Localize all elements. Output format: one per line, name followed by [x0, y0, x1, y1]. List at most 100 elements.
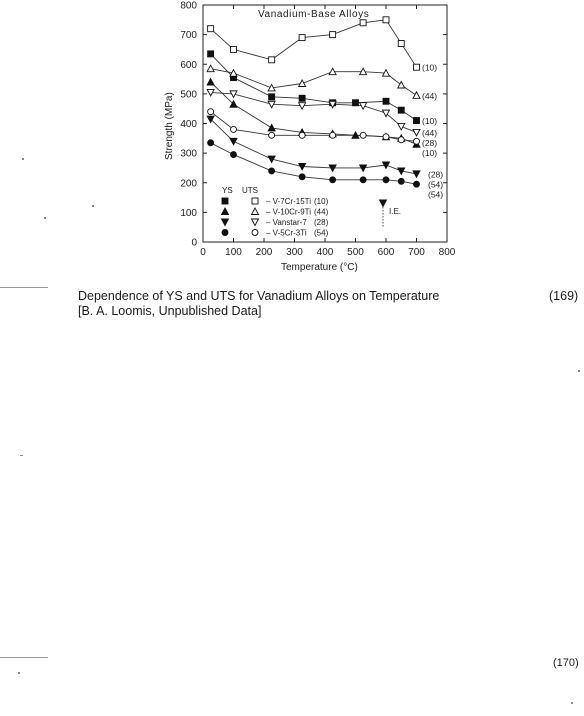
- triangle-up-open-marker: [229, 68, 238, 77]
- square-filled-marker: [397, 106, 405, 114]
- y-tick-label: 400: [180, 119, 197, 130]
- triangle-up-open-marker: [358, 67, 368, 76]
- scan-speck: [20, 455, 23, 456]
- series-end-label: (54): [428, 190, 443, 200]
- circle-open-marker: [230, 125, 237, 133]
- circle-filled-marker: [268, 167, 276, 175]
- square-open-marker: [268, 56, 276, 64]
- legend-label: – V-5Cr-3Ti: [266, 229, 307, 238]
- legend-label: – V-7Cr-15Ti: [266, 197, 311, 206]
- square-filled-marker: [298, 94, 306, 102]
- triangle-down-open-marker: [267, 100, 276, 109]
- square-filled-marker: [413, 117, 420, 124]
- triangle-down-open-marker: [358, 102, 368, 111]
- triangle-down-open-marker: [250, 218, 260, 227]
- series-end-label: (10): [422, 148, 437, 158]
- triangle-up-filled-marker: [206, 77, 215, 86]
- legend-ref: (28): [314, 218, 329, 227]
- square-open-marker: [298, 34, 306, 42]
- legend-header-uts: UTS: [242, 186, 258, 195]
- scan-speck: [578, 370, 580, 372]
- triangle-up-open-marker: [297, 79, 307, 87]
- y-tick-label: 700: [180, 30, 197, 41]
- circle-open-marker: [413, 137, 420, 145]
- series-end-label: (28): [428, 169, 443, 179]
- chart-legend: YS UTS – V-7Cr-15Ti (10)– V-10Cr-9Ti (44) – V…: [220, 186, 401, 238]
- circle-open-marker: [268, 131, 276, 139]
- triangle-up-open-marker: [396, 80, 406, 89]
- next-figure-number: (170): [553, 657, 579, 669]
- triangle-up-filled-marker: [229, 99, 238, 108]
- legend-header-ys: YS: [222, 186, 233, 195]
- square-open-marker: [230, 45, 237, 53]
- y-tick-label: 300: [180, 149, 197, 160]
- triangle-down-open-marker: [381, 109, 391, 118]
- triangle-down-filled-marker: [267, 155, 276, 164]
- triangle-down-open-marker: [297, 102, 307, 111]
- triangle-down-open-marker: [206, 88, 215, 97]
- circle-open-marker: [298, 131, 306, 139]
- x-tick-label: 600: [378, 247, 395, 258]
- legend-ref: (10): [314, 197, 329, 206]
- x-axis-label: Temperature (°C): [281, 262, 358, 273]
- y-tick-label: 200: [180, 178, 197, 189]
- circle-filled-marker: [298, 173, 306, 181]
- triangle-down-filled-marker: [381, 161, 391, 170]
- legend-label: – Vanstar-7: [266, 218, 307, 227]
- circle-filled-marker: [413, 180, 420, 188]
- chart-axes: [202, 4, 448, 243]
- triangle-down-filled-marker: [220, 218, 230, 227]
- y-tick-label: 100: [180, 208, 197, 219]
- plot-frame: [202, 4, 448, 243]
- triangle-up-open-marker: [206, 64, 215, 73]
- chart-end-labels: (10)(44)(10)(44)(28)(10)(28)(54)(54): [422, 63, 443, 200]
- circle-filled-marker: [329, 176, 337, 184]
- series-end-label: (10): [422, 63, 437, 73]
- square-open-marker: [329, 31, 337, 39]
- triangle-down-filled-marker: [378, 199, 388, 208]
- y-tick-label: 0: [191, 238, 197, 249]
- chart-series-markers: [206, 16, 421, 188]
- y-axis-label: Strength (MPa): [164, 92, 175, 160]
- series-line: [210, 19, 417, 68]
- caption-line-1: Dependence of YS and UTS for Vanadium Al…: [78, 289, 440, 303]
- circle-filled-marker: [221, 229, 229, 236]
- chart-title: Vanadium-Base Alloys: [258, 9, 369, 20]
- square-open-marker: [251, 197, 259, 205]
- triangle-down-filled-marker: [412, 170, 421, 179]
- scan-mark: [0, 287, 48, 288]
- series-end-label: (44): [422, 128, 437, 138]
- square-open-marker: [207, 25, 215, 33]
- series-end-label: (10): [422, 116, 437, 126]
- series-end-label: (44): [422, 91, 437, 101]
- square-filled-marker: [207, 50, 215, 58]
- scan-speck: [22, 158, 24, 160]
- circle-open-marker: [382, 133, 390, 141]
- legend-ref: (44): [314, 208, 329, 217]
- series-end-label: (28): [422, 138, 437, 148]
- y-tick-label: 500: [180, 89, 197, 100]
- square-filled-marker: [268, 93, 276, 101]
- circle-open-marker: [397, 136, 405, 144]
- triangle-down-filled-marker: [328, 164, 337, 173]
- circle-filled-marker: [382, 176, 390, 184]
- caption-line-2: [B. A. Loomis, Unpublished Data]: [78, 304, 262, 318]
- scan-speck: [18, 672, 20, 674]
- circle-open-marker: [329, 131, 337, 139]
- circle-open-marker: [251, 229, 259, 236]
- scan-mark: [0, 657, 48, 658]
- triangle-up-open-marker: [412, 90, 421, 99]
- legend-label: – V-10Cr-9Ti: [266, 208, 311, 217]
- square-filled-marker: [352, 99, 359, 107]
- square-filled-marker: [382, 97, 390, 105]
- triangle-down-open-marker: [328, 100, 337, 109]
- triangle-up-open-marker: [328, 67, 337, 76]
- circle-open-marker: [359, 131, 367, 139]
- series-end-label: (54): [428, 180, 443, 190]
- triangle-down-open-marker: [229, 90, 238, 99]
- triangle-down-open-marker: [396, 123, 406, 131]
- square-open-marker: [397, 40, 405, 47]
- circle-filled-marker: [397, 177, 405, 185]
- circle-open-marker: [207, 108, 215, 116]
- y-tick-label: 600: [180, 60, 197, 71]
